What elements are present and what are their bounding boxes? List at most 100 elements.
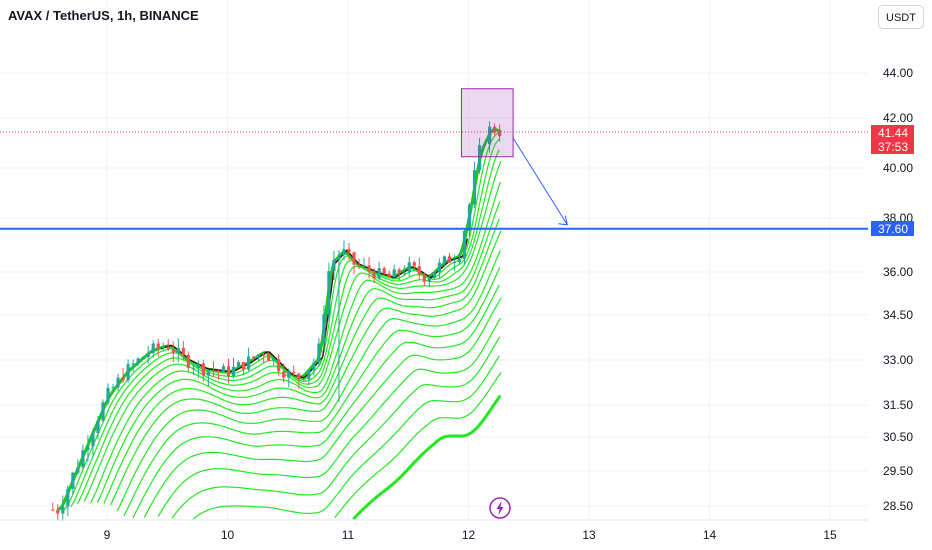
- ma-line: [132, 284, 500, 519]
- candle-body: [196, 363, 200, 368]
- price-tick-label: 36.00: [883, 265, 914, 279]
- ma-line: [90, 181, 501, 504]
- candle-body: [447, 256, 452, 263]
- candle-body: [151, 343, 155, 354]
- candle-body: [96, 420, 100, 434]
- candle-body: [56, 509, 60, 514]
- countdown-value: 37:53: [878, 140, 909, 154]
- candle-body: [241, 362, 246, 370]
- current-price-badge: 41.44 37:53: [871, 125, 915, 154]
- ma-line: [123, 267, 501, 517]
- candle-body: [282, 371, 286, 378]
- candle-body: [377, 268, 381, 279]
- price-tick-label: 33.00: [883, 353, 914, 367]
- candle-body: [322, 314, 326, 344]
- candle-body: [312, 362, 316, 371]
- candle-body: [166, 346, 170, 350]
- candle-body: [382, 268, 386, 274]
- candle-body: [472, 170, 477, 205]
- moving-average-ribbon: [57, 128, 502, 521]
- candle-body: [267, 354, 271, 361]
- candle-body: [272, 359, 276, 361]
- candle-body: [462, 230, 467, 259]
- ma-line: [63, 131, 501, 511]
- candle-body: [457, 258, 462, 262]
- candle-body: [101, 402, 105, 421]
- candle-body: [332, 259, 336, 272]
- ma-line: [116, 250, 501, 512]
- candle-body: [327, 271, 331, 315]
- candle-body: [146, 353, 150, 357]
- candle-body: [387, 273, 391, 278]
- candle-body: [372, 271, 376, 279]
- candle-body: [297, 373, 301, 380]
- candle-body: [357, 264, 361, 266]
- candle-body: [191, 367, 195, 369]
- candle-body: [66, 488, 70, 507]
- currency-button[interactable]: USDT: [878, 5, 924, 29]
- candle-body: [141, 356, 145, 359]
- candle-body: [307, 370, 311, 379]
- ma-line: [143, 297, 502, 518]
- candle-body: [156, 343, 160, 349]
- ma-line: [171, 336, 501, 519]
- candle-body: [302, 378, 306, 380]
- price-tick-label: 31.50: [883, 398, 914, 412]
- candle-body: [201, 363, 205, 376]
- level-price-badge: 37.60: [871, 220, 915, 236]
- candle-body: [211, 370, 216, 372]
- price-tick-label: 30.50: [883, 430, 914, 444]
- current-price-value: 41.44: [878, 126, 909, 140]
- candles: [51, 121, 502, 521]
- candle-body: [161, 346, 165, 349]
- candle-body: [126, 364, 130, 381]
- time-tick-label: 10: [220, 528, 235, 542]
- candle-body: [287, 372, 291, 378]
- arrow-shaft: [512, 137, 568, 226]
- ma-line: [96, 201, 501, 503]
- candle-body: [61, 506, 65, 514]
- ma-line: [110, 230, 502, 506]
- candle-body: [252, 356, 256, 358]
- candle-body: [412, 262, 416, 267]
- candle-body: [337, 254, 341, 260]
- candle-body: [121, 377, 125, 381]
- candle-body: [442, 256, 446, 263]
- candle-body: [71, 472, 75, 489]
- candle-body: [477, 145, 482, 171]
- candle-body: [317, 343, 321, 363]
- candle-body: [226, 366, 231, 377]
- price-tick-label: 29.50: [883, 464, 914, 478]
- time-tick-label: 15: [823, 528, 837, 542]
- candle-body: [106, 388, 110, 403]
- candle-body: [91, 433, 95, 447]
- ma-line: [57, 128, 502, 511]
- candle-body: [347, 249, 351, 253]
- candle-body: [292, 372, 296, 374]
- time-tick-label: 13: [582, 528, 596, 542]
- candle-body: [432, 272, 436, 279]
- lightning-icon[interactable]: [489, 497, 511, 519]
- candle-body: [498, 132, 502, 137]
- candle-body: [422, 274, 426, 282]
- chart-title: AVAX / TetherUS, 1h, BINANCE: [8, 8, 199, 23]
- ma-line: [157, 317, 501, 517]
- candle-body: [236, 362, 241, 367]
- price-tick-label: 28.50: [883, 499, 914, 513]
- candle-body: [181, 347, 185, 355]
- time-tick-label: 9: [103, 528, 111, 542]
- candle-body: [76, 467, 80, 473]
- candle-body: [206, 370, 211, 376]
- candle-body: [221, 366, 226, 372]
- candle-body: [397, 269, 401, 274]
- candle-body: [437, 262, 441, 273]
- candle-body: [51, 509, 55, 511]
- candle-body: [427, 278, 431, 282]
- candle-body: [402, 272, 406, 274]
- candle-body: [342, 249, 346, 255]
- projection-arrow: [512, 137, 568, 226]
- arrow-head: [558, 215, 568, 226]
- ma-line: [334, 372, 502, 518]
- candle-body: [487, 126, 492, 145]
